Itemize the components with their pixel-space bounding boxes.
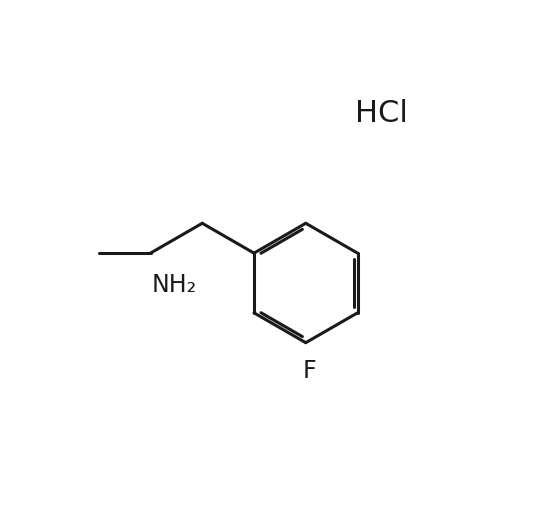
Text: HCl: HCl: [355, 99, 408, 128]
Text: F: F: [303, 359, 317, 383]
Text: NH₂: NH₂: [152, 273, 197, 297]
